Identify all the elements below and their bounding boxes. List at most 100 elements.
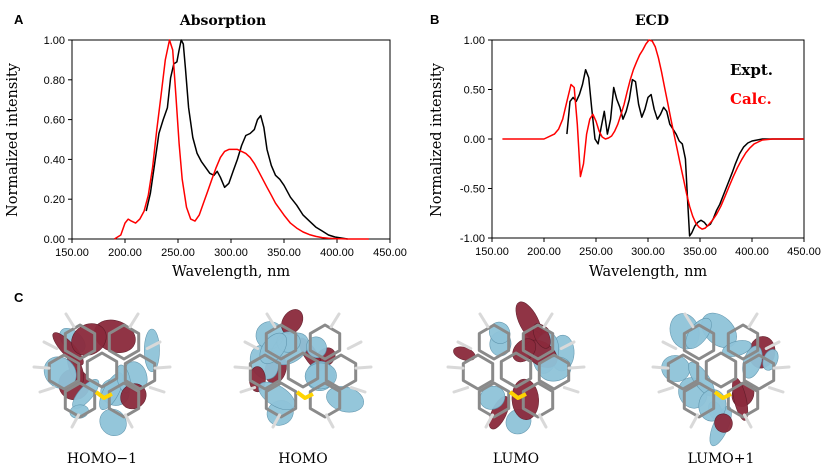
ecd-x-tick-label: 400.00 — [735, 246, 769, 258]
carbon-ring — [264, 323, 298, 361]
ecd-series-black-line — [566, 68, 804, 237]
absorption-title: Absorption — [179, 13, 266, 29]
orbital-lobe-positive — [714, 413, 733, 433]
carbon-ring — [521, 381, 555, 419]
sulfur-atom — [94, 390, 113, 400]
hydrogen-bond — [265, 312, 277, 329]
carbon-ring — [461, 353, 495, 391]
hydrogen-bond — [271, 413, 282, 429]
absorption-y-tick-label: 0.20 — [44, 194, 65, 206]
absorption-chart: Absorption 150.00 200.00 250.00 300.00 350.0… — [5, 13, 407, 280]
hydrogen-bond — [346, 340, 363, 351]
ecd-y-tick-label: -0.50 — [460, 184, 485, 196]
hydrogen-bond — [128, 312, 140, 329]
orbital-lobe-negative — [489, 321, 511, 344]
absorption-x-tick-label: 200.00 — [108, 247, 142, 259]
hydrogen-bond — [562, 386, 580, 394]
orbital-lobe-positive — [453, 346, 476, 361]
orbital-label-homo: HOMO — [278, 451, 328, 467]
orbital-homo-minus-1-image — [32, 312, 172, 437]
carbon-ring — [286, 351, 320, 389]
absorption-y-tick-label: 1.00 — [44, 35, 65, 47]
carbon-ring — [308, 323, 342, 361]
carbon-ring — [308, 381, 342, 419]
sulfur-atom — [713, 390, 732, 400]
absorption-x-tick-label: 400.00 — [320, 247, 354, 259]
hydrogen-bond — [38, 386, 56, 394]
carbon-ring — [85, 351, 119, 389]
absorption-x-tick-label: 450.00 — [373, 247, 407, 259]
carbon-ring — [666, 353, 700, 391]
absorption-y-tick-label: 0.00 — [44, 234, 65, 246]
absorption-x-tick-label: 300.00 — [214, 247, 248, 259]
hydrogen-bond — [42, 340, 59, 351]
carbon-ring — [537, 353, 571, 391]
ecd-x-axis-label: Wavelength, nm — [589, 264, 708, 280]
carbon-ring — [499, 351, 533, 389]
carbon-ring — [726, 323, 760, 361]
orbital-lobe-positive — [511, 378, 539, 420]
hydrogen-bond — [661, 340, 678, 351]
hydrogen-bond — [767, 386, 785, 394]
hydrogen-bond — [567, 365, 586, 370]
carbon-ring — [682, 381, 716, 419]
carbon-ring — [682, 323, 716, 361]
ecd-x-tick-label: 200.00 — [527, 246, 561, 258]
carbon-ring — [477, 381, 511, 419]
hydrogen-bond — [349, 386, 367, 394]
ecd-y-tick-label: 0.50 — [464, 85, 485, 97]
hydrogen-bond — [354, 365, 373, 370]
ecd-x-tick-label: 300.00 — [631, 246, 665, 258]
carbon-ring — [324, 353, 358, 391]
hydrogen-bond — [324, 413, 335, 429]
carbon-ring — [742, 353, 776, 391]
ecd-x-tick-label: 350.00 — [683, 246, 717, 258]
ecd-series-red-line — [502, 39, 804, 230]
carbon-ring — [248, 353, 282, 391]
ecd-chart: ECD 150.00 200.00 250.00 300.00 350.00 400.00… — [429, 13, 821, 280]
orbital-label-homo-minus-1: HOMO−1 — [67, 451, 137, 467]
carbon-ring — [107, 323, 141, 361]
absorption-x-tick-label: 350.00 — [267, 247, 301, 259]
carbon-ring — [477, 323, 511, 361]
hydrogen-bond — [446, 365, 465, 370]
orbital-homo-image — [233, 309, 373, 429]
panel-letter-a: A — [14, 12, 24, 27]
hydrogen-bond — [329, 312, 341, 329]
absorption-plot-frame — [71, 39, 391, 240]
orbital-lumo-plus-1-image — [651, 312, 791, 447]
hydrogen-bond — [478, 312, 490, 329]
hydrogen-bond — [657, 386, 675, 394]
hydrogen-bond — [239, 386, 257, 394]
orbital-lumo-image — [446, 301, 586, 435]
absorption-y-tick-label: 0.80 — [44, 75, 65, 87]
sulfur-atom — [508, 390, 527, 400]
absorption-series — [114, 39, 369, 240]
orbital-lobe-negative — [326, 386, 365, 413]
ecd-ticks: 150.00 200.00 250.00 300.00 350.00 400.00 450.… — [460, 35, 821, 258]
legend-expt: Expt. — [730, 61, 773, 79]
carbon-ring — [63, 381, 97, 419]
carbon-ring — [123, 353, 157, 391]
ecd-y-tick-label: 1.00 — [464, 35, 485, 47]
absorption-y-tick-label: 0.40 — [44, 154, 65, 166]
absorption-x-axis-label: Wavelength, nm — [172, 264, 291, 280]
ecd-y-tick-label: 0.00 — [464, 134, 485, 146]
hydrogen-bond — [559, 340, 576, 351]
orbital-lobe-negative — [144, 328, 160, 373]
ecd-series — [502, 39, 804, 237]
hydrogen-bond — [764, 340, 781, 351]
ecd-y-tick-label: -1.00 — [460, 233, 485, 245]
hydrogen-bond — [148, 386, 166, 394]
legend-calc: Calc. — [730, 90, 772, 108]
carbon-ring — [63, 323, 97, 361]
ecd-title: ECD — [635, 13, 669, 29]
absorption-x-tick-label: 150.00 — [55, 247, 89, 259]
orbital-label-lumo-plus-1: LUMO+1 — [688, 451, 755, 467]
absorption-ticks: 150.00 200.00 250.00 300.00 350.00 400.00 450.… — [44, 35, 407, 259]
carbon-ring — [704, 351, 738, 389]
hydrogen-bond — [145, 340, 162, 351]
hydrogen-bond — [452, 386, 470, 394]
hydrogen-bond — [233, 365, 252, 370]
hydrogen-bond — [243, 340, 260, 351]
